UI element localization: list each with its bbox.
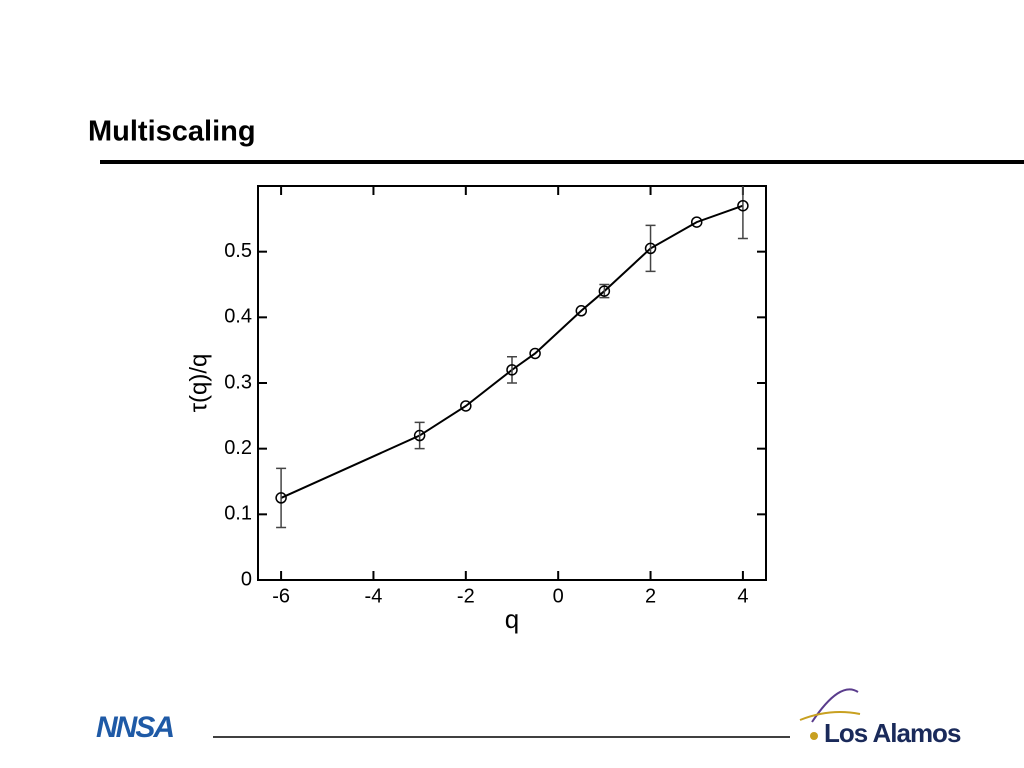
- error-bar: [737, 186, 748, 240]
- title-rule: [100, 160, 1024, 164]
- plot-area: [275, 186, 749, 529]
- y-tick-label: 0.2: [224, 437, 252, 459]
- data-point: [575, 305, 588, 317]
- slide-title: Multiscaling: [88, 116, 256, 148]
- data-point: [506, 364, 518, 376]
- y-tick-label: 0.1: [224, 503, 252, 525]
- data-point: [690, 216, 703, 228]
- x-tick-label: 0: [553, 585, 564, 607]
- data-point: [529, 347, 541, 360]
- nnsa-logo: NNSA: [96, 711, 173, 744]
- x-tick-label: -4: [365, 585, 383, 607]
- x-tick-label: 2: [645, 585, 656, 607]
- x-axis-label: q: [505, 604, 519, 634]
- x-tick-label: -6: [272, 585, 290, 607]
- y-tick-label: 0.5: [224, 240, 252, 262]
- data-point: [737, 199, 749, 212]
- chart: -6 -4 -2 0 2 4 0 0.1 0.2 0.3 0.4 0.5 q τ(q)/q: [185, 185, 767, 634]
- data-point: [460, 400, 472, 412]
- data-point: [598, 285, 611, 297]
- logo-dot: [810, 732, 818, 740]
- y-tick-label: 0: [241, 568, 252, 590]
- error-bar: [414, 421, 425, 450]
- data-point: [644, 242, 657, 255]
- data-point: [275, 492, 287, 504]
- logo-swoosh: [799, 711, 861, 721]
- y-tick-label: 0.3: [224, 371, 252, 393]
- x-tick-label: -2: [457, 585, 475, 607]
- data-point: [413, 429, 426, 442]
- los-alamos-logo: Los Alamos: [824, 718, 961, 748]
- error-bar: [507, 355, 517, 384]
- error-bar: [276, 467, 287, 529]
- y-tick-label: 0.4: [224, 306, 252, 328]
- x-tick-label: 4: [737, 585, 748, 607]
- error-bar: [645, 224, 656, 273]
- y-axis-label: τ(q)/q: [185, 354, 212, 413]
- data-line: [280, 204, 744, 499]
